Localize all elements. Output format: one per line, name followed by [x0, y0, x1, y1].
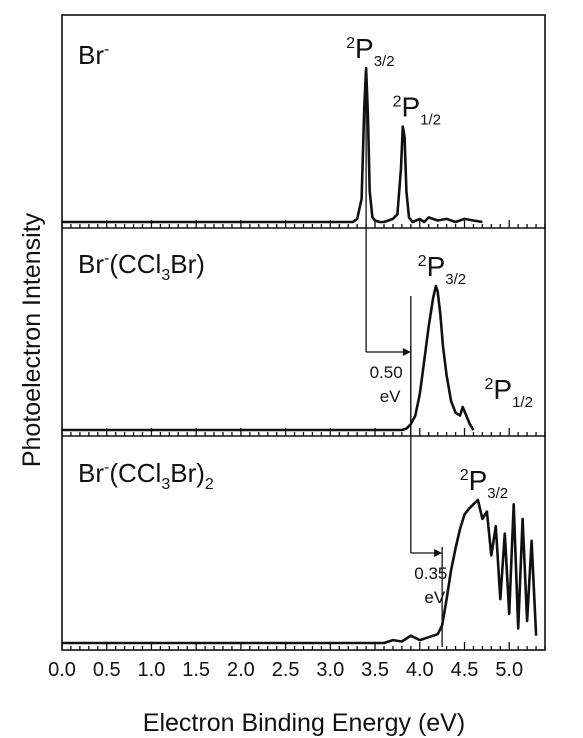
peak-label-2-2: 2P1/2 [485, 374, 533, 411]
spectrum-trace-2 [62, 284, 475, 432]
shift-arrowhead-2 [434, 549, 443, 557]
peak-label-j: 3/2 [487, 485, 508, 502]
peak-label-1-2: 2P1/2 [393, 92, 441, 129]
peak-label-term: P [427, 251, 446, 282]
panel-label-species: Br [78, 458, 104, 488]
panel-label-2: Br-(CCl3Br) [78, 249, 205, 284]
x-tick-label: 0.0 [48, 659, 76, 681]
x-tick-label: 1.0 [138, 659, 166, 681]
panel-label-ligand-end: Br) [170, 458, 205, 488]
peak-label-j: 1/2 [512, 394, 533, 411]
shift-unit-1: eV [380, 387, 401, 406]
panel-label-charge: - [104, 250, 109, 267]
peak-label-3-1: 2P3/2 [460, 465, 508, 502]
peak-label-j: 1/2 [420, 112, 441, 129]
x-axis-tick-labels: 0.0 0.5 1.0 1.5 2.0 2.5 3.0 3.5 4.0 4.5 5.0 [48, 659, 523, 681]
peak-label-term: P [469, 465, 488, 496]
x-axis-ticks [61, 220, 546, 650]
plot-frame [61, 14, 546, 651]
panel-label-charge: - [104, 459, 109, 476]
peak-label-multiplicity: 2 [418, 253, 427, 270]
shift-arrowhead-1 [402, 348, 411, 356]
peak-label-multiplicity: 2 [393, 94, 402, 111]
panel-label-3: Br-(CCl3Br)2 [78, 458, 214, 493]
panel-label-ligand: (CCl [109, 249, 161, 279]
panel-label-ligand-end: Br) [170, 249, 205, 279]
peak-label-term: P [355, 33, 374, 64]
spectrum-traces [62, 66, 538, 645]
shift-value-2: 0.35 [414, 564, 447, 583]
spectrum-trace-1 [62, 66, 483, 224]
panel-label-1: Br- [78, 40, 109, 70]
x-tick-label: 5.0 [495, 659, 523, 681]
peak-label-multiplicity: 2 [346, 35, 355, 52]
peak-label-multiplicity: 2 [460, 467, 469, 484]
panel-label-charge: - [104, 41, 109, 58]
panel-labels: Br-Br-(CCl3Br)Br-(CCl3Br)2 [78, 40, 214, 493]
panel-label-species: Br [78, 249, 104, 279]
peak-label-2-1: 2P3/2 [418, 251, 466, 288]
x-tick-label: 2.5 [272, 659, 300, 681]
panel-label-species: Br [78, 40, 104, 70]
peak-label-j: 3/2 [374, 53, 395, 70]
x-tick-label: 4.5 [451, 659, 479, 681]
x-tick-label: 3.0 [316, 659, 344, 681]
shift-guides: 0.50 eV 0.35 eV [365, 78, 447, 647]
x-tick-label: 1.5 [182, 659, 210, 681]
y-axis-label: Photoelectron Intensity [18, 212, 46, 467]
spectrum-trace-3 [62, 498, 538, 645]
panel-label-ligand: (CCl [109, 458, 161, 488]
panel-label-subscript: 3 [161, 267, 170, 284]
panel-label-subscript: 3 [161, 476, 170, 493]
peak-label-term: P [493, 374, 512, 405]
peak-label-term: P [401, 92, 420, 123]
peak-label-j: 3/2 [445, 271, 466, 288]
x-axis-label: Electron Binding Energy (eV) [143, 709, 465, 737]
x-tick-label: 3.5 [361, 659, 389, 681]
peak-label-multiplicity: 2 [485, 376, 494, 393]
shift-value-1: 0.50 [370, 363, 403, 382]
panel-label-count: 2 [205, 476, 214, 493]
shift-unit-2: eV [424, 588, 445, 607]
x-tick-label: 0.5 [93, 659, 121, 681]
peak-label-1-1: 2P3/2 [346, 33, 394, 70]
x-tick-label: 4.0 [406, 659, 434, 681]
x-tick-label: 2.0 [227, 659, 255, 681]
